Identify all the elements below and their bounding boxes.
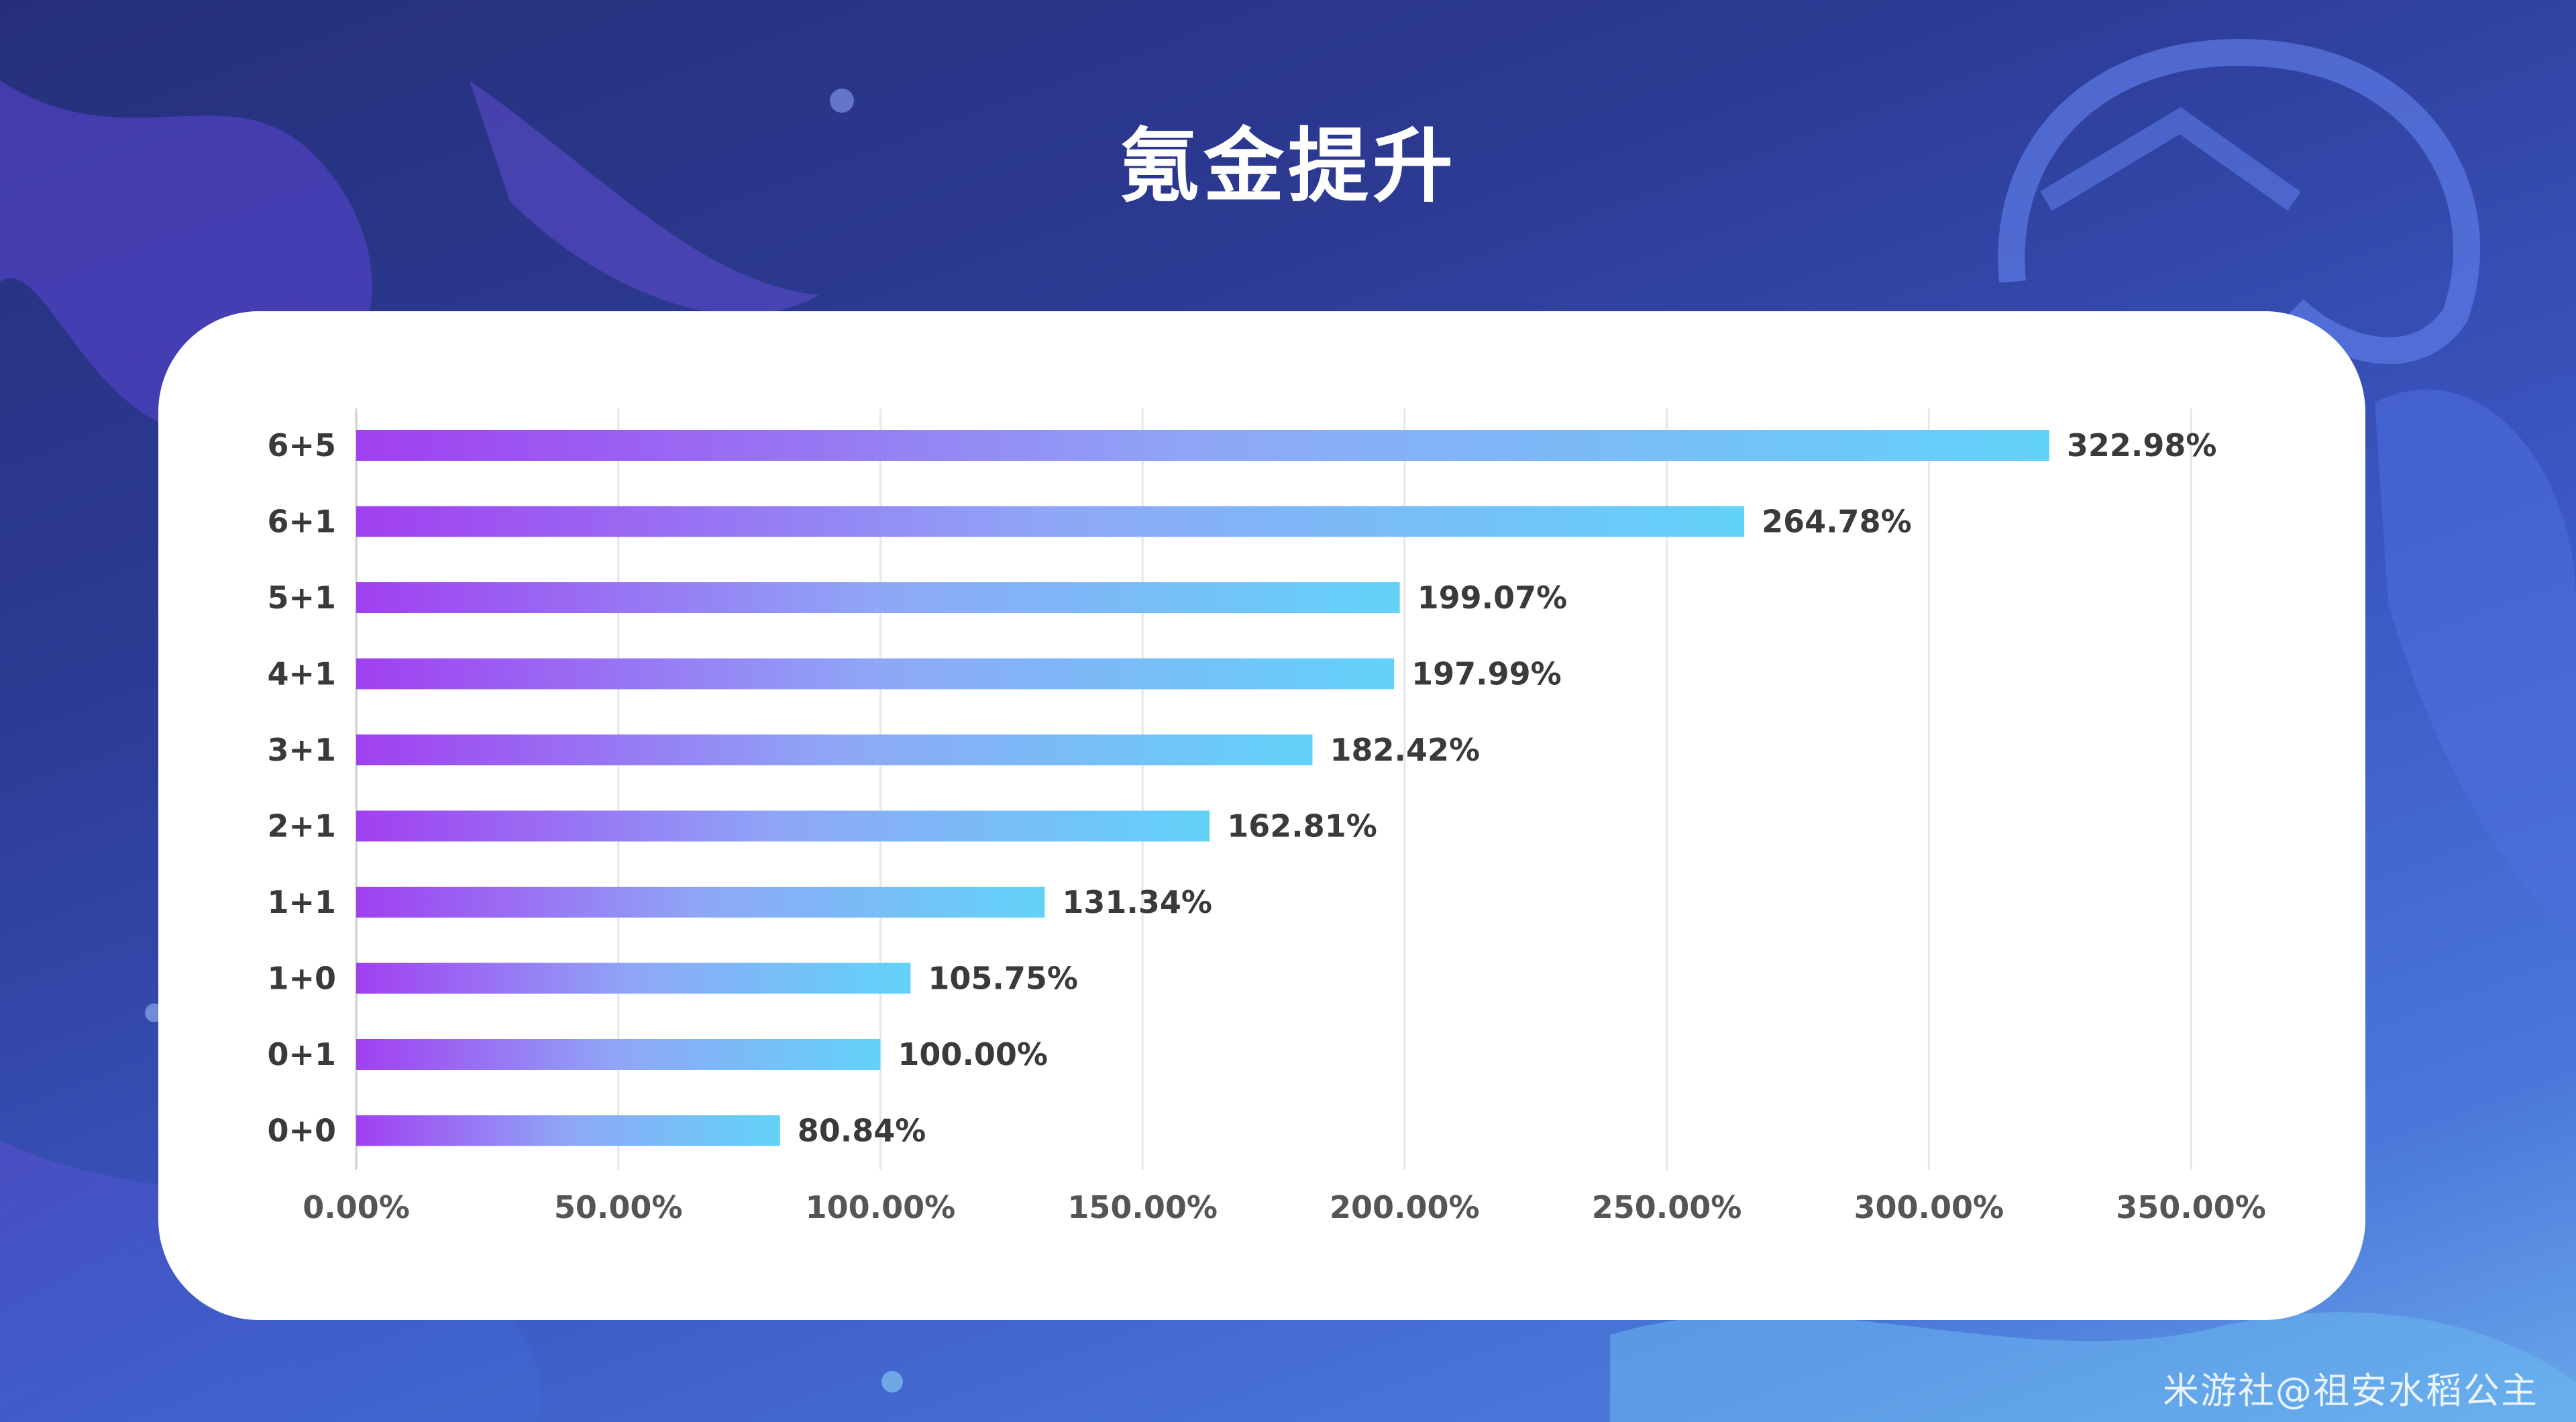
x-tick-label: 50.00% (554, 1189, 683, 1225)
value-label: 197.99% (1411, 656, 1562, 692)
bar (356, 506, 1745, 537)
x-tick-label: 100.00% (806, 1189, 956, 1225)
x-tick-label: 0.00% (303, 1189, 410, 1225)
x-tick-label: 300.00% (1854, 1189, 2004, 1225)
sparkle (881, 1371, 903, 1392)
value-label: 322.98% (2067, 427, 2217, 463)
flame-swirl-left-2 (470, 80, 818, 315)
bars (356, 430, 2049, 1146)
value-label: 162.81% (1227, 808, 1377, 844)
page-title: 氪金提升 (1119, 120, 1457, 213)
labels: 0.00% 50.00% 100.00% 150.00% 200.00% 250.00% 3… (267, 427, 2265, 1225)
chart-card: 0.00% 50.00% 100.00% 150.00% 200.00% 250.00% 3… (158, 311, 2365, 1320)
bar (356, 810, 1210, 842)
watermark: 米游社@祖安水稻公主 (2163, 1370, 2538, 1412)
bar (356, 430, 2049, 461)
bar (356, 1115, 780, 1146)
value-label: 100.00% (898, 1036, 1048, 1073)
x-tick-label: 200.00% (1330, 1189, 1480, 1225)
value-label: 80.84% (798, 1113, 926, 1149)
bar (356, 887, 1045, 918)
flame-swirl-bottom (1610, 1312, 2576, 1422)
category-label: 6+5 (267, 427, 336, 463)
bar (356, 658, 1395, 690)
category-label: 2+1 (267, 808, 336, 844)
bar (356, 1039, 881, 1070)
helmet-inner (2040, 107, 2301, 211)
category-label: 0+0 (267, 1113, 336, 1149)
category-label: 4+1 (267, 656, 336, 692)
value-label: 105.75% (928, 961, 1078, 997)
category-label: 5+1 (267, 580, 336, 616)
category-label: 1+0 (267, 961, 336, 997)
helmet-outline (1998, 39, 2480, 364)
bar-chart: 0.00% 50.00% 100.00% 150.00% 200.00% 250.00% 3… (267, 408, 2266, 1225)
category-label: 3+1 (267, 732, 336, 768)
x-tick-label: 350.00% (2116, 1189, 2266, 1225)
value-label: 264.78% (1762, 504, 1912, 540)
category-label: 6+1 (267, 504, 336, 540)
bar (356, 734, 1313, 765)
value-label: 131.34% (1062, 884, 1212, 920)
bar (356, 582, 1400, 613)
value-label: 199.07% (1417, 580, 1568, 616)
x-tick-label: 150.00% (1067, 1189, 1218, 1225)
sparkle (830, 89, 854, 113)
category-label: 0+1 (267, 1036, 336, 1073)
x-tick-label: 250.00% (1592, 1189, 1742, 1225)
flame-swirl-right (2375, 389, 2576, 939)
bar (356, 963, 911, 994)
category-label: 1+1 (267, 884, 336, 920)
value-label: 182.42% (1330, 732, 1480, 768)
